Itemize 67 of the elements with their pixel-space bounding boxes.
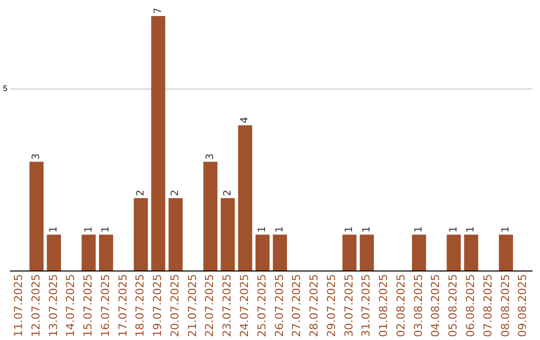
x-tick-label: 22.07.2025 [203, 274, 216, 338]
x-tick-label: 11.07.2025 [12, 274, 25, 338]
data-label: 1 [257, 226, 268, 233]
x-tick-label: 13.07.2025 [46, 274, 60, 338]
x-tick-label: 04.08.2025 [429, 274, 442, 338]
data-label: 1 [500, 226, 512, 233]
x-tick-label: 16.07.2025 [98, 274, 112, 338]
x-tick-label: 09.08.2025 [516, 274, 530, 338]
x-tick-label: 24.07.2025 [238, 274, 252, 338]
x-tick-label: 27.07.2025 [290, 274, 304, 338]
bar [255, 234, 270, 271]
x-tick-label: 15.07.2025 [82, 274, 95, 338]
data-label: 1 [344, 226, 356, 233]
y-tick-label: 5 [2, 84, 8, 94]
bar [82, 234, 96, 271]
data-label: 2 [222, 190, 234, 196]
x-tick-label: 19.07.2025 [151, 274, 164, 338]
x-tick-label: 02.08.2025 [394, 274, 408, 338]
bar [46, 234, 61, 271]
data-label: 1 [414, 226, 425, 233]
data-label: 4 [240, 116, 251, 124]
x-tick-label: 31.07.2025 [360, 274, 373, 338]
bar [134, 198, 148, 271]
data-label: 1 [274, 226, 286, 233]
x-tick-label: 23.07.2025 [220, 274, 234, 338]
x-tick-label: 01.08.2025 [377, 274, 390, 338]
data-label: 3 [204, 153, 216, 160]
data-label: 1 [83, 226, 94, 233]
bar [464, 234, 478, 271]
bar [238, 125, 252, 271]
x-tick-label: 05.08.2025 [446, 274, 460, 338]
bar [168, 198, 183, 271]
x-tick-label: 28.07.2025 [308, 274, 321, 338]
bar [412, 234, 426, 271]
bar [342, 234, 356, 271]
data-label: 1 [48, 226, 60, 233]
bar [99, 234, 114, 271]
bar [151, 16, 166, 271]
bar [360, 234, 374, 271]
x-tick-label: 14.07.2025 [64, 274, 78, 338]
x-tick-label: 17.07.2025 [116, 274, 130, 338]
data-label: 2 [135, 190, 146, 196]
data-label: 1 [448, 226, 460, 233]
x-tick-label: 20.07.2025 [168, 274, 182, 338]
x-tick-label: 07.08.2025 [481, 274, 494, 338]
data-label: 3 [31, 153, 42, 160]
x-tick-label: 03.08.2025 [412, 274, 425, 338]
x-tick-label: 25.07.2025 [255, 274, 268, 338]
data-label: 1 [466, 226, 477, 233]
bar [498, 234, 513, 271]
data-label: 7 [152, 8, 164, 14]
x-tick-label: 12.07.2025 [29, 274, 42, 338]
bar [272, 234, 287, 271]
bar [203, 162, 218, 271]
x-tick-label: 29.07.2025 [324, 274, 338, 338]
x-tick-label: 08.08.2025 [498, 274, 512, 338]
bar [220, 198, 235, 271]
x-tick-label: 21.07.2025 [186, 274, 199, 338]
data-label: 1 [361, 226, 372, 233]
x-tick-label: 26.07.2025 [272, 274, 286, 338]
x-tick-label: 30.07.2025 [342, 274, 356, 338]
data-label: 1 [100, 226, 112, 233]
data-label: 2 [170, 190, 182, 196]
x-tick-label: 06.08.2025 [464, 274, 478, 338]
x-tick-label: 18.07.2025 [134, 274, 147, 338]
bar [446, 234, 461, 271]
bar [29, 162, 44, 271]
